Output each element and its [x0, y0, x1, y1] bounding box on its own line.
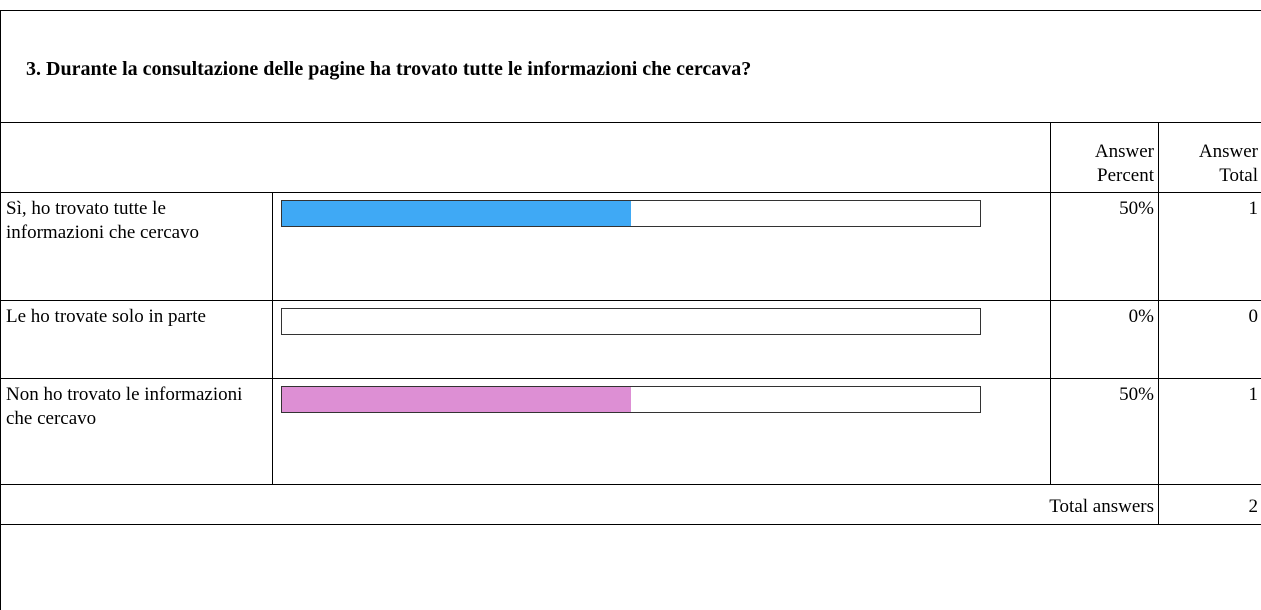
footer-label: Total answers	[1, 485, 1159, 525]
bar-track	[281, 386, 981, 413]
bar-track	[281, 308, 981, 335]
bar-fill	[282, 201, 631, 226]
page: 3. Durante la consultazione delle pagine…	[0, 0, 1261, 524]
footer-total: 2	[1159, 485, 1261, 525]
bar-track	[281, 200, 981, 227]
bar-cell	[273, 193, 1051, 301]
answer-total: 1	[1159, 193, 1261, 301]
answer-percent: 50%	[1051, 379, 1159, 485]
bar-cell	[273, 379, 1051, 485]
question-title: 3. Durante la consultazione delle pagine…	[26, 58, 751, 81]
answer-total: 0	[1159, 301, 1261, 379]
bar-cell	[273, 301, 1051, 379]
answer-label: Le ho trovate solo in parte	[1, 301, 273, 379]
answer-percent: 0%	[1051, 301, 1159, 379]
answer-row: Sì, ho trovato tutte le informazioni che…	[1, 193, 1261, 301]
answer-row: Non ho trovato le informazioni che cerca…	[1, 379, 1261, 485]
header-cell: Answer Total	[1159, 123, 1261, 193]
answer-percent: 50%	[1051, 193, 1159, 301]
answer-total: 1	[1159, 379, 1261, 485]
answer-label: Sì, ho trovato tutte le informazioni che…	[1, 193, 273, 301]
answer-row: Le ho trovate solo in parte 0%0	[1, 301, 1261, 379]
header-cell	[1, 123, 1051, 193]
header-cell: Answer Percent	[1051, 123, 1159, 193]
answer-label: Non ho trovato le informazioni che cerca…	[1, 379, 273, 485]
bar-fill	[282, 387, 631, 412]
